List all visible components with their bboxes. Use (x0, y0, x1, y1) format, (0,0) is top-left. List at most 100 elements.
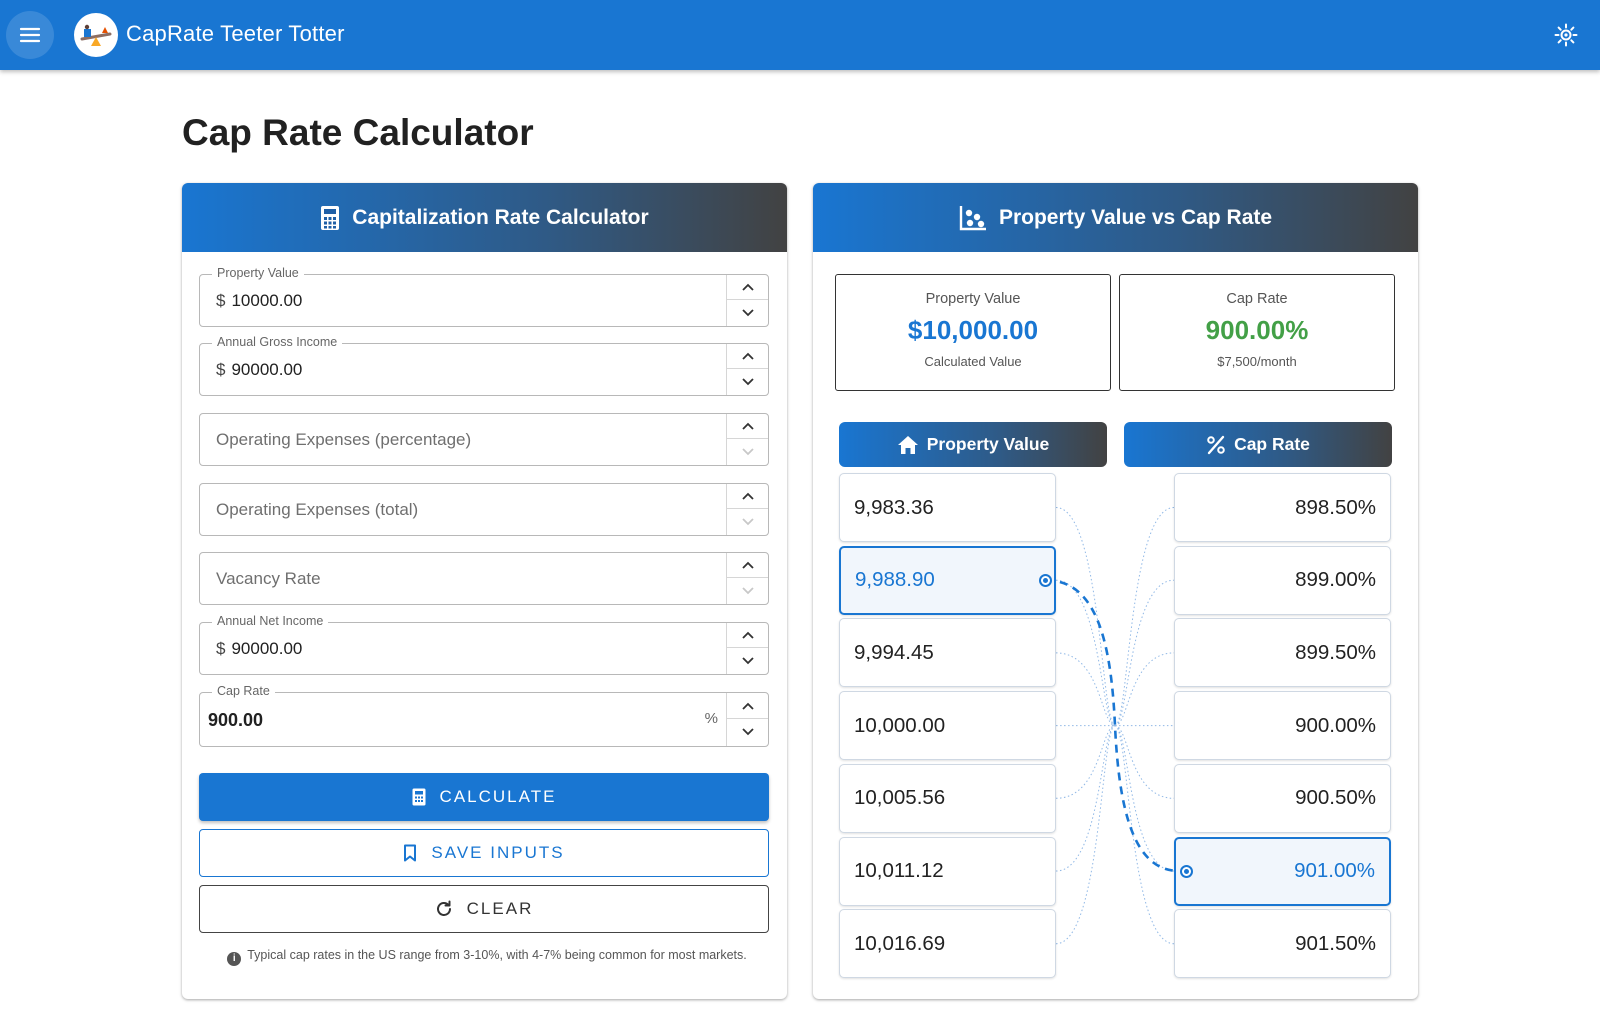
connector-line (1055, 579, 1116, 727)
comparison-card: Property Value vs Cap Rate Property Valu… (813, 183, 1418, 999)
annual-gross-income-stepper (726, 344, 768, 395)
cap-rate-input[interactable]: 900.00 (208, 710, 264, 730)
vacancy-rate-field[interactable]: Vacancy Rate (199, 552, 769, 605)
property-value-input[interactable]: 10000.00 (231, 291, 303, 310)
save-inputs-button-label: SAVE INPUTS (431, 843, 565, 862)
annual-net-income-field[interactable]: Annual Net Income $90000.00 (199, 614, 769, 675)
calculator-icon (412, 788, 426, 806)
operating-expenses-total-field[interactable]: Operating Expenses (total) (199, 483, 769, 536)
property-value-column-title: Property Value (926, 434, 1050, 454)
cap-rate-summary: Cap Rate 900.00% $7,500/month (1119, 274, 1395, 391)
chevron-up-icon (741, 702, 754, 710)
percent-suffix: % (704, 710, 718, 727)
property-value-summary-sub: Calculated Value (924, 354, 1022, 369)
property-value-label: Property Value (212, 266, 304, 280)
property-value-column-header: Property Value (839, 422, 1107, 467)
calculate-button[interactable]: CALCULATE (199, 773, 769, 821)
connector-line (1114, 725, 1175, 945)
operating-expenses-percentage-field[interactable]: Operating Expenses (percentage) (199, 413, 769, 466)
property-value-option[interactable]: 10,000.00 (839, 691, 1056, 761)
clear-button-label: CLEAR (466, 899, 534, 918)
increment-button[interactable] (727, 553, 768, 578)
calculator-icon (321, 205, 340, 230)
decrement-button[interactable] (727, 578, 768, 603)
connector-line (1114, 579, 1175, 727)
property-value-option[interactable]: 9,994.45 (839, 618, 1056, 688)
decrement-button[interactable] (727, 648, 768, 673)
cap-rate-summary-label: Cap Rate (1226, 291, 1288, 307)
connector-line (1114, 725, 1175, 872)
decrement-button[interactable] (727, 719, 768, 745)
cap-rate-option[interactable]: 900.50% (1174, 763, 1391, 833)
connector-line (1114, 725, 1175, 799)
cap-rate-summary-sub: $7,500/month (1217, 354, 1297, 369)
connector-line (1055, 725, 1116, 945)
home-icon (897, 435, 918, 454)
brightness-icon (1554, 23, 1578, 47)
increment-button[interactable] (727, 414, 768, 439)
cap-rate-option[interactable]: 901.00% (1174, 836, 1391, 906)
cap-rate-option[interactable]: 899.00% (1174, 545, 1391, 615)
chevron-down-icon (741, 728, 754, 736)
chevron-up-icon (741, 422, 754, 430)
vacancy-rate-stepper (726, 553, 768, 604)
increment-button[interactable] (727, 623, 768, 648)
operating-expenses-percentage-input[interactable]: Operating Expenses (percentage) (216, 430, 472, 449)
property-value-option[interactable]: 9,988.90 (839, 545, 1056, 615)
property-value-field[interactable]: Property Value $10000.00 (199, 266, 769, 327)
chevron-up-icon (741, 352, 754, 360)
cap-rate-column-header: Cap Rate (1124, 422, 1392, 467)
seesaw-logo (80, 24, 112, 46)
property-value-stepper (726, 275, 768, 326)
annual-gross-income-field[interactable]: Annual Gross Income $90000.00 (199, 335, 769, 396)
save-inputs-button[interactable]: SAVE INPUTS (199, 829, 769, 877)
increment-button[interactable] (727, 275, 768, 300)
property-value-option[interactable]: 10,005.56 (839, 763, 1056, 833)
selected-connector (1045, 578, 1180, 873)
cap-rate-field[interactable]: Cap Rate 900.00 % (199, 684, 769, 747)
currency-prefix: $ (216, 291, 226, 310)
clear-button[interactable]: CLEAR (199, 885, 769, 933)
comparison-card-title: Property Value vs Cap Rate (998, 205, 1273, 229)
property-value-option[interactable]: 10,011.12 (839, 836, 1056, 906)
chevron-up-icon (741, 492, 754, 500)
vacancy-rate-input[interactable]: Vacancy Rate (216, 569, 321, 588)
cap-rate-option[interactable]: 901.50% (1174, 909, 1391, 979)
property-value-option[interactable]: 10,016.69 (839, 909, 1056, 979)
chevron-up-icon (741, 631, 754, 639)
calculate-button-label: CALCULATE (439, 787, 557, 806)
annual-net-income-stepper (726, 623, 768, 674)
increment-button[interactable] (727, 693, 768, 719)
cap-rate-option[interactable]: 898.50% (1174, 473, 1391, 542)
increment-button[interactable] (727, 344, 768, 369)
annual-net-income-input[interactable]: 90000.00 (231, 639, 303, 658)
annual-gross-income-input[interactable]: 90000.00 (231, 360, 303, 379)
annual-gross-income-label: Annual Gross Income (212, 335, 343, 349)
cap-rate-column-title: Cap Rate (1234, 434, 1310, 454)
annual-net-income-label: Annual Net Income (212, 614, 329, 628)
comparison-card-header: Property Value vs Cap Rate (813, 183, 1418, 252)
decrement-button[interactable] (727, 439, 768, 464)
property-value-option[interactable]: 9,983.36 (839, 473, 1056, 542)
cap-rate-option[interactable]: 899.50% (1174, 618, 1391, 688)
menu-button[interactable] (6, 11, 54, 59)
selected-property-dot (1039, 574, 1052, 588)
property-value-summary-label: Property Value (925, 291, 1021, 307)
selected-cap-rate-dot (1180, 865, 1193, 878)
decrement-button[interactable] (727, 509, 768, 534)
currency-prefix: $ (216, 360, 226, 379)
currency-prefix: $ (216, 639, 226, 658)
app-logo[interactable] (74, 13, 118, 57)
decrement-button[interactable] (727, 300, 768, 325)
increment-button[interactable] (727, 484, 768, 509)
cap-rate-option[interactable]: 900.00% (1174, 691, 1391, 761)
chevron-down-icon (741, 308, 754, 316)
theme-toggle-button[interactable] (1548, 17, 1584, 53)
chevron-down-icon (741, 586, 754, 594)
decrement-button[interactable] (727, 369, 768, 394)
chevron-down-icon (741, 377, 754, 385)
operating-expenses-total-input[interactable]: Operating Expenses (total) (216, 500, 419, 519)
connector-line (1055, 725, 1116, 872)
value-connectors (1045, 507, 1180, 945)
operating-expenses-total-stepper (726, 484, 768, 535)
